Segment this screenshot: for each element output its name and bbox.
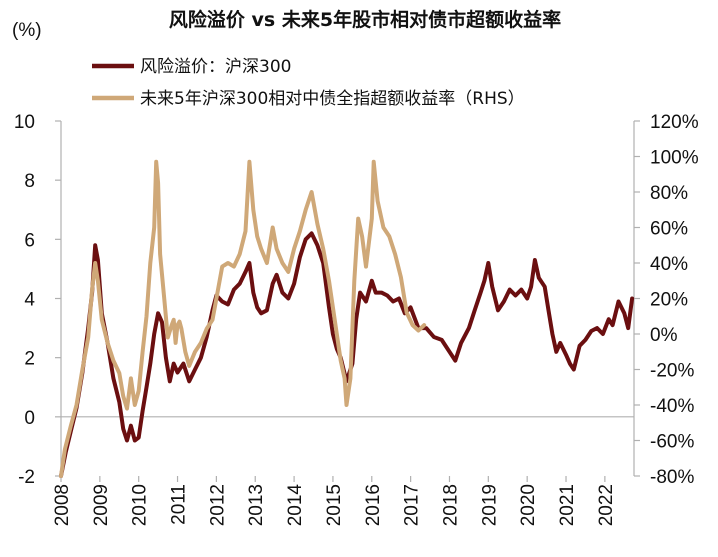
x-tick-label: 2016 [363, 484, 384, 526]
legend: 风险溢价：沪深300 未来5年沪深300相对中债全指超额收益率（RHS） [92, 57, 525, 109]
legend-label-risk-premium: 风险溢价：沪深300 [140, 57, 291, 77]
legend-label-excess-return: 未来5年沪深300相对中债全指超额收益率（RHS） [140, 89, 525, 109]
left-tick-label: 4 [24, 290, 35, 311]
x-tick-label: 2009 [91, 484, 112, 526]
x-tick-label: 2014 [285, 484, 306, 527]
series-line-risk-premium [59, 231, 635, 478]
right-tick-label: 100% [650, 148, 699, 169]
x-tick-label: 2010 [130, 484, 151, 526]
right-tick-label: -60% [650, 432, 694, 453]
left-tick-label: -2 [18, 467, 35, 488]
x-tick-label: 2022 [596, 484, 617, 526]
right-tick-label: -80% [650, 467, 694, 488]
x-tick-label: 2008 [52, 484, 73, 526]
x-tick-label: 2018 [440, 484, 461, 526]
right-tick-label: -20% [650, 361, 694, 382]
x-tick-label: 2020 [518, 484, 539, 526]
left-tick-label: 8 [24, 171, 35, 192]
x-axis-ticks: 2008 2009 2010 2011 2012 2013 2014 2015 2016 2017… [52, 476, 617, 526]
right-tick-label: 0% [650, 325, 678, 346]
series-line-excess-return [59, 159, 427, 478]
x-tick-label: 2013 [246, 484, 267, 526]
right-tick-label: 80% [650, 183, 688, 204]
right-axis-ticks: -80% -60% -40% -20% 0% 20% 40% 60% 80% 100% 120% [634, 112, 699, 488]
left-tick-label: 0 [24, 408, 35, 429]
left-axis-unit: (%) [12, 20, 42, 41]
left-axis-ticks: -2 0 2 4 6 8 10 [14, 112, 61, 488]
x-tick-label: 2015 [324, 484, 345, 526]
x-tick-label: 2011 [169, 484, 190, 525]
x-tick-label: 2021 [557, 484, 578, 526]
right-tick-label: 120% [650, 112, 699, 133]
chart-title: 风险溢价 vs 未来5年股市相对债市超额收益率 [169, 8, 561, 31]
x-tick-label: 2017 [402, 484, 423, 526]
left-tick-label: 10 [14, 112, 35, 133]
right-tick-label: 60% [650, 219, 688, 240]
x-tick-label: 2012 [207, 484, 228, 526]
series-group [59, 159, 635, 478]
right-tick-label: -40% [650, 396, 694, 417]
left-tick-label: 2 [24, 349, 35, 370]
x-tick-label: 2019 [479, 484, 500, 526]
left-tick-label: 6 [24, 230, 35, 251]
right-tick-label: 20% [650, 290, 688, 311]
right-tick-label: 40% [650, 254, 688, 275]
